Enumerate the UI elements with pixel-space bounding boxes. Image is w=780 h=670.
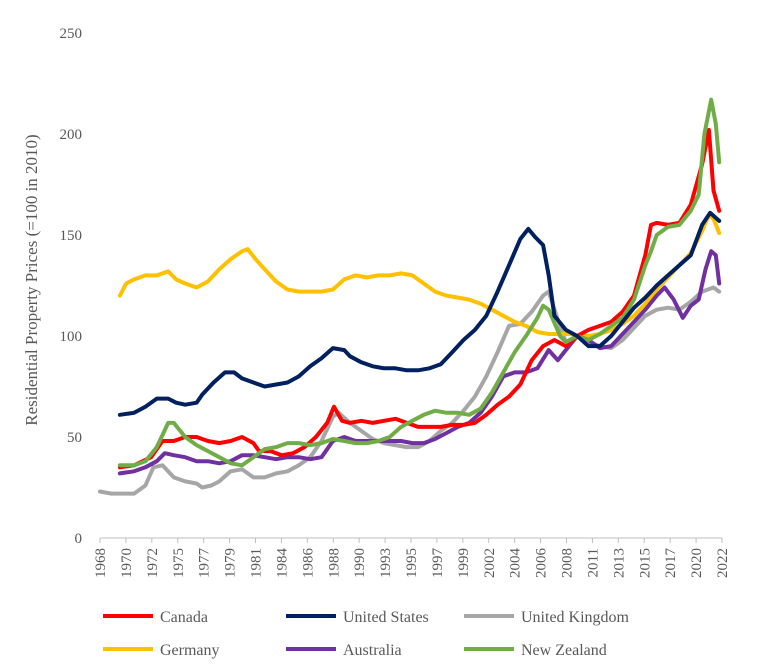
legend-label-germany: Germany	[160, 642, 220, 659]
x-tick-label: 2022	[715, 548, 731, 578]
y-axis-title: Residential Property Prices (=100 in 201…	[22, 134, 41, 425]
x-tick-label: 1997	[430, 548, 446, 579]
x-tick-label: 1970	[119, 548, 135, 578]
x-tick-label: 1988	[326, 548, 342, 578]
x-tick-label: 1972	[145, 548, 161, 578]
x-tick-label: 2008	[560, 548, 576, 578]
x-tick-label: 1981	[249, 548, 265, 578]
series-line-canada	[117, 128, 722, 470]
legend: Canada United States United Kingdom Germany…	[103, 609, 630, 659]
x-tick-label: 2002	[482, 548, 498, 578]
y-tick-label: 0	[75, 531, 83, 547]
legend-label-new-zealand: New Zealand	[521, 642, 607, 659]
series-line-germany	[117, 212, 722, 338]
y-tick-label: 100	[60, 329, 83, 345]
series-line-new-zealand	[117, 97, 722, 468]
x-tick-label: 1993	[378, 548, 394, 578]
y-tick-label: 150	[60, 228, 83, 244]
legend-label-united-states: United States	[343, 609, 429, 626]
series-line-united-states	[117, 210, 722, 417]
x-tick-label: 1977	[197, 548, 213, 579]
legend-label-united-kingdom: United Kingdom	[521, 609, 630, 626]
x-tick-label: 1975	[171, 548, 187, 578]
x-tick-label: 2011	[585, 548, 601, 577]
x-tick-label: 1968	[93, 548, 109, 578]
x-axis: 1968 1970 1972 1975 1977 1979 1981 1984 1986 1988…	[93, 537, 731, 579]
legend-label-canada: Canada	[160, 609, 208, 626]
series-line-united-kingdom	[98, 285, 722, 496]
x-tick-label: 2013	[611, 548, 627, 578]
series-layer	[98, 97, 722, 496]
x-tick-label: 2017	[663, 548, 679, 579]
x-tick-label: 1984	[274, 548, 290, 579]
y-axis: 0 50 100 150 200 250	[60, 26, 83, 547]
x-tick-label: 2020	[689, 548, 705, 578]
y-tick-label: 50	[67, 430, 82, 446]
x-tick-label: 1986	[300, 548, 316, 579]
legend-label-australia: Australia	[343, 642, 402, 659]
x-tick-label: 1999	[456, 548, 472, 578]
y-tick-label: 200	[60, 127, 83, 143]
y-tick-label: 250	[60, 26, 83, 42]
x-tick-label: 1990	[352, 548, 368, 578]
x-tick-label: 2004	[508, 548, 524, 579]
x-tick-label: 2006	[534, 548, 550, 579]
x-tick-label: 1995	[404, 548, 420, 578]
x-tick-label: 1979	[223, 548, 239, 578]
x-tick-label: 2015	[637, 548, 653, 578]
